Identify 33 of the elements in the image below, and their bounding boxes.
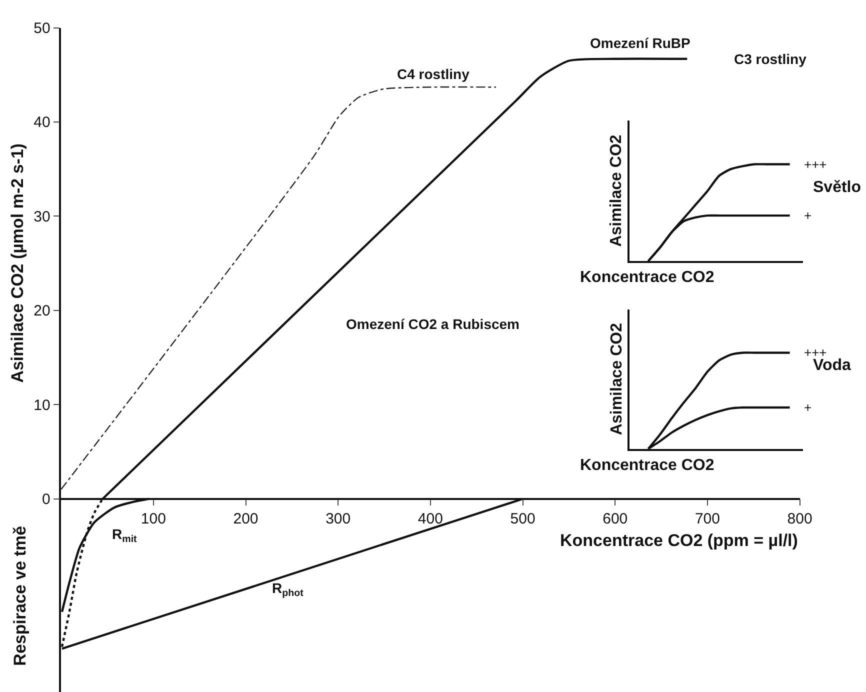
- y-tick-label: 30: [34, 208, 50, 226]
- annotation: Omezení RuBP: [590, 35, 690, 51]
- series-label: +: [804, 208, 812, 223]
- x-axis-title: Koncentrace CO2 (ppm = µl/l): [560, 531, 798, 550]
- y-tick-label: 50: [34, 20, 50, 38]
- text: Respirace ve tmě: [10, 526, 30, 666]
- y-tick-label: 20: [34, 302, 50, 320]
- y-axis-title: Asimilace CO2: [608, 134, 626, 247]
- annotation: C3 rostliny: [734, 51, 807, 67]
- annotation: C4 rostliny: [397, 66, 470, 82]
- y-tick-label: 40: [34, 114, 50, 132]
- text: Voda: [813, 357, 852, 374]
- x-tick-label: 100: [140, 510, 166, 528]
- annotation: R$_{phot}$: [272, 580, 304, 599]
- y-tick-label: 0: [42, 491, 50, 508]
- y-tick-label: 10: [34, 396, 50, 414]
- x-tick-label: 800: [787, 510, 812, 528]
- x-tick-label: 200: [233, 510, 258, 528]
- x-axis-title: Koncentrace CO2: [580, 269, 714, 286]
- annotation: Omezení CO2 a Rubiscem: [346, 316, 520, 332]
- x-tick-label: 600: [602, 510, 628, 528]
- series-label: +++: [804, 157, 827, 172]
- y-axis-title: Asimilace CO2 (µmol m-2 s-1): [8, 143, 28, 383]
- text: Světlo: [813, 179, 862, 196]
- y-axis-title: Asimilace CO2: [608, 322, 626, 436]
- x-tick-label: 300: [326, 510, 351, 528]
- series-label: +: [804, 400, 812, 415]
- x-axis-title: Koncentrace CO2: [580, 457, 714, 474]
- series-label: +++: [804, 345, 827, 360]
- x-tick-label: 400: [418, 510, 443, 528]
- x-tick-label: 500: [510, 510, 536, 528]
- annotation: R$_{mit}$: [112, 526, 138, 545]
- x-tick-label: 700: [694, 510, 720, 528]
